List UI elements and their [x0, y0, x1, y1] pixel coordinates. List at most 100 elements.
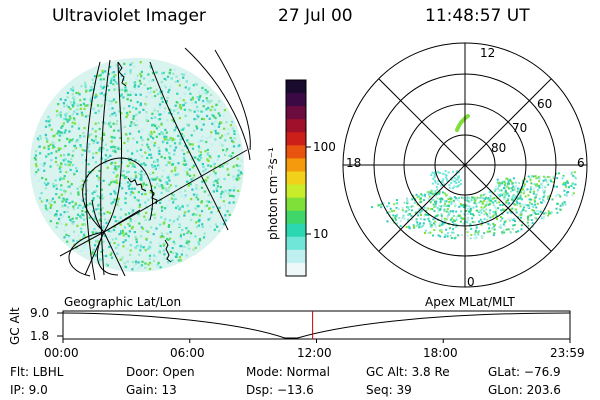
auroral-image-pixel	[221, 190, 224, 193]
auroral-image-pixel	[144, 249, 147, 252]
auroral-image-pixel	[147, 80, 150, 83]
auroral-image-pixel	[88, 133, 91, 136]
auroral-image-pixel	[186, 173, 189, 176]
auroral-image-pixel	[189, 174, 192, 177]
polar-emission-pixel	[447, 211, 450, 214]
polar-emission-pixel	[454, 180, 457, 183]
auroral-image-pixel	[135, 119, 139, 122]
polar-emission-pixel	[507, 182, 509, 185]
polar-emission-pixel	[503, 184, 506, 187]
auroral-image-pixel	[109, 108, 112, 111]
auroral-image-pixel	[44, 187, 47, 190]
polar-emission-pixel	[496, 193, 499, 196]
auroral-image-pixel	[102, 222, 105, 225]
auroral-image-pixel	[84, 203, 87, 206]
auroral-image-pixel	[162, 243, 165, 246]
polar-emission-pixel	[420, 225, 423, 228]
polar-emission-pixel	[447, 171, 450, 174]
auroral-image-pixel	[58, 196, 61, 199]
auroral-image-pixel	[53, 135, 56, 138]
polar-emission-pixel	[466, 199, 469, 202]
auroral-image-pixel	[134, 174, 137, 177]
polar-emission-pixel	[552, 180, 555, 183]
auroral-image-pixel	[159, 266, 162, 269]
polar-emission-pixel	[501, 232, 504, 235]
polar-emission-pixel	[416, 195, 419, 198]
polar-emission-pixel	[568, 186, 570, 189]
polar-emission-pixel	[492, 222, 495, 225]
auroral-image-pixel	[156, 176, 159, 179]
polar-emission-pixel	[455, 218, 458, 221]
auroral-image-pixel	[63, 211, 66, 214]
auroral-image-pixel	[199, 151, 202, 154]
polar-emission-pixel	[399, 219, 402, 222]
auroral-image-pixel	[192, 84, 195, 87]
polar-emission-pixel	[543, 191, 546, 194]
polar-emission-arc	[455, 114, 470, 132]
auroral-image-pixel	[131, 211, 134, 214]
auroral-image-pixel	[63, 154, 66, 157]
auroral-image-pixel	[183, 159, 186, 162]
auroral-image-pixel	[163, 221, 166, 224]
polar-emission-pixel	[393, 203, 396, 206]
auroral-image-pixel	[81, 206, 84, 209]
polar-emission-pixel	[412, 205, 414, 208]
auroral-image-pixel	[159, 236, 162, 239]
auroral-image-pixel	[185, 254, 188, 257]
polar-emission-pixel	[439, 235, 442, 238]
auroral-image-pixel	[123, 125, 126, 128]
auroral-image-pixel	[155, 135, 158, 138]
auroral-image-pixel	[153, 109, 156, 112]
auroral-image-pixel	[226, 148, 229, 151]
polar-emission-pixel	[528, 201, 531, 204]
polar-emission-pixel	[527, 215, 530, 218]
polar-emission-pixel	[484, 198, 487, 201]
polar-emission-pixel	[508, 187, 510, 190]
auroral-image-pixel	[120, 232, 123, 235]
auroral-image-pixel	[97, 122, 100, 125]
auroral-image-pixel	[60, 193, 63, 196]
polar-emission-pixel	[529, 177, 532, 180]
auroral-image-pixel	[140, 75, 143, 78]
polar-emission-pixel	[500, 209, 503, 212]
polar-emission-pixel	[446, 208, 449, 211]
polar-emission-pixel	[414, 198, 417, 201]
auroral-image-pixel	[166, 96, 169, 99]
polar-emission-pixel	[499, 216, 502, 218]
polar-emission-pixel	[507, 194, 510, 197]
auroral-image-pixel	[112, 83, 115, 86]
polar-emission-pixel	[498, 189, 501, 192]
polar-emission-pixel	[496, 178, 499, 181]
polar-emission-pixel	[526, 216, 529, 219]
auroral-image-pixel	[81, 209, 84, 213]
colorbar-band	[286, 262, 306, 277]
auroral-image-pixel	[71, 164, 75, 167]
auroral-image-pixel	[79, 171, 82, 174]
polar-emission-pixel	[540, 183, 543, 186]
auroral-image-pixel	[114, 146, 117, 149]
auroral-image-pixel	[109, 154, 112, 157]
auroral-image-pixel	[183, 245, 186, 248]
auroral-image-pixel	[126, 140, 129, 143]
auroral-image-pixel	[193, 129, 196, 132]
polar-emission-pixel	[514, 203, 517, 206]
auroral-image-pixel	[56, 222, 59, 225]
auroral-image-pixel	[196, 188, 199, 191]
auroral-image-pixel	[228, 154, 231, 157]
auroral-image-pixel	[197, 150, 201, 153]
auroral-image-pixel	[236, 178, 239, 181]
auroral-image-pixel	[67, 160, 70, 163]
auroral-image-pixel	[155, 127, 158, 130]
auroral-image-pixel	[145, 118, 148, 122]
auroral-image-pixel	[159, 81, 162, 84]
auroral-image-pixel	[141, 143, 144, 146]
auroral-image-pixel	[150, 262, 153, 265]
auroral-image-pixel	[190, 158, 193, 161]
auroral-image-pixel	[108, 121, 112, 124]
auroral-image-pixel	[149, 172, 153, 175]
auroral-image-pixel	[148, 254, 152, 257]
polar-emission-pixel	[532, 187, 535, 190]
polar-emission-pixel	[450, 197, 452, 200]
auroral-image-pixel	[65, 118, 68, 121]
polar-emission-pixel	[471, 217, 474, 220]
